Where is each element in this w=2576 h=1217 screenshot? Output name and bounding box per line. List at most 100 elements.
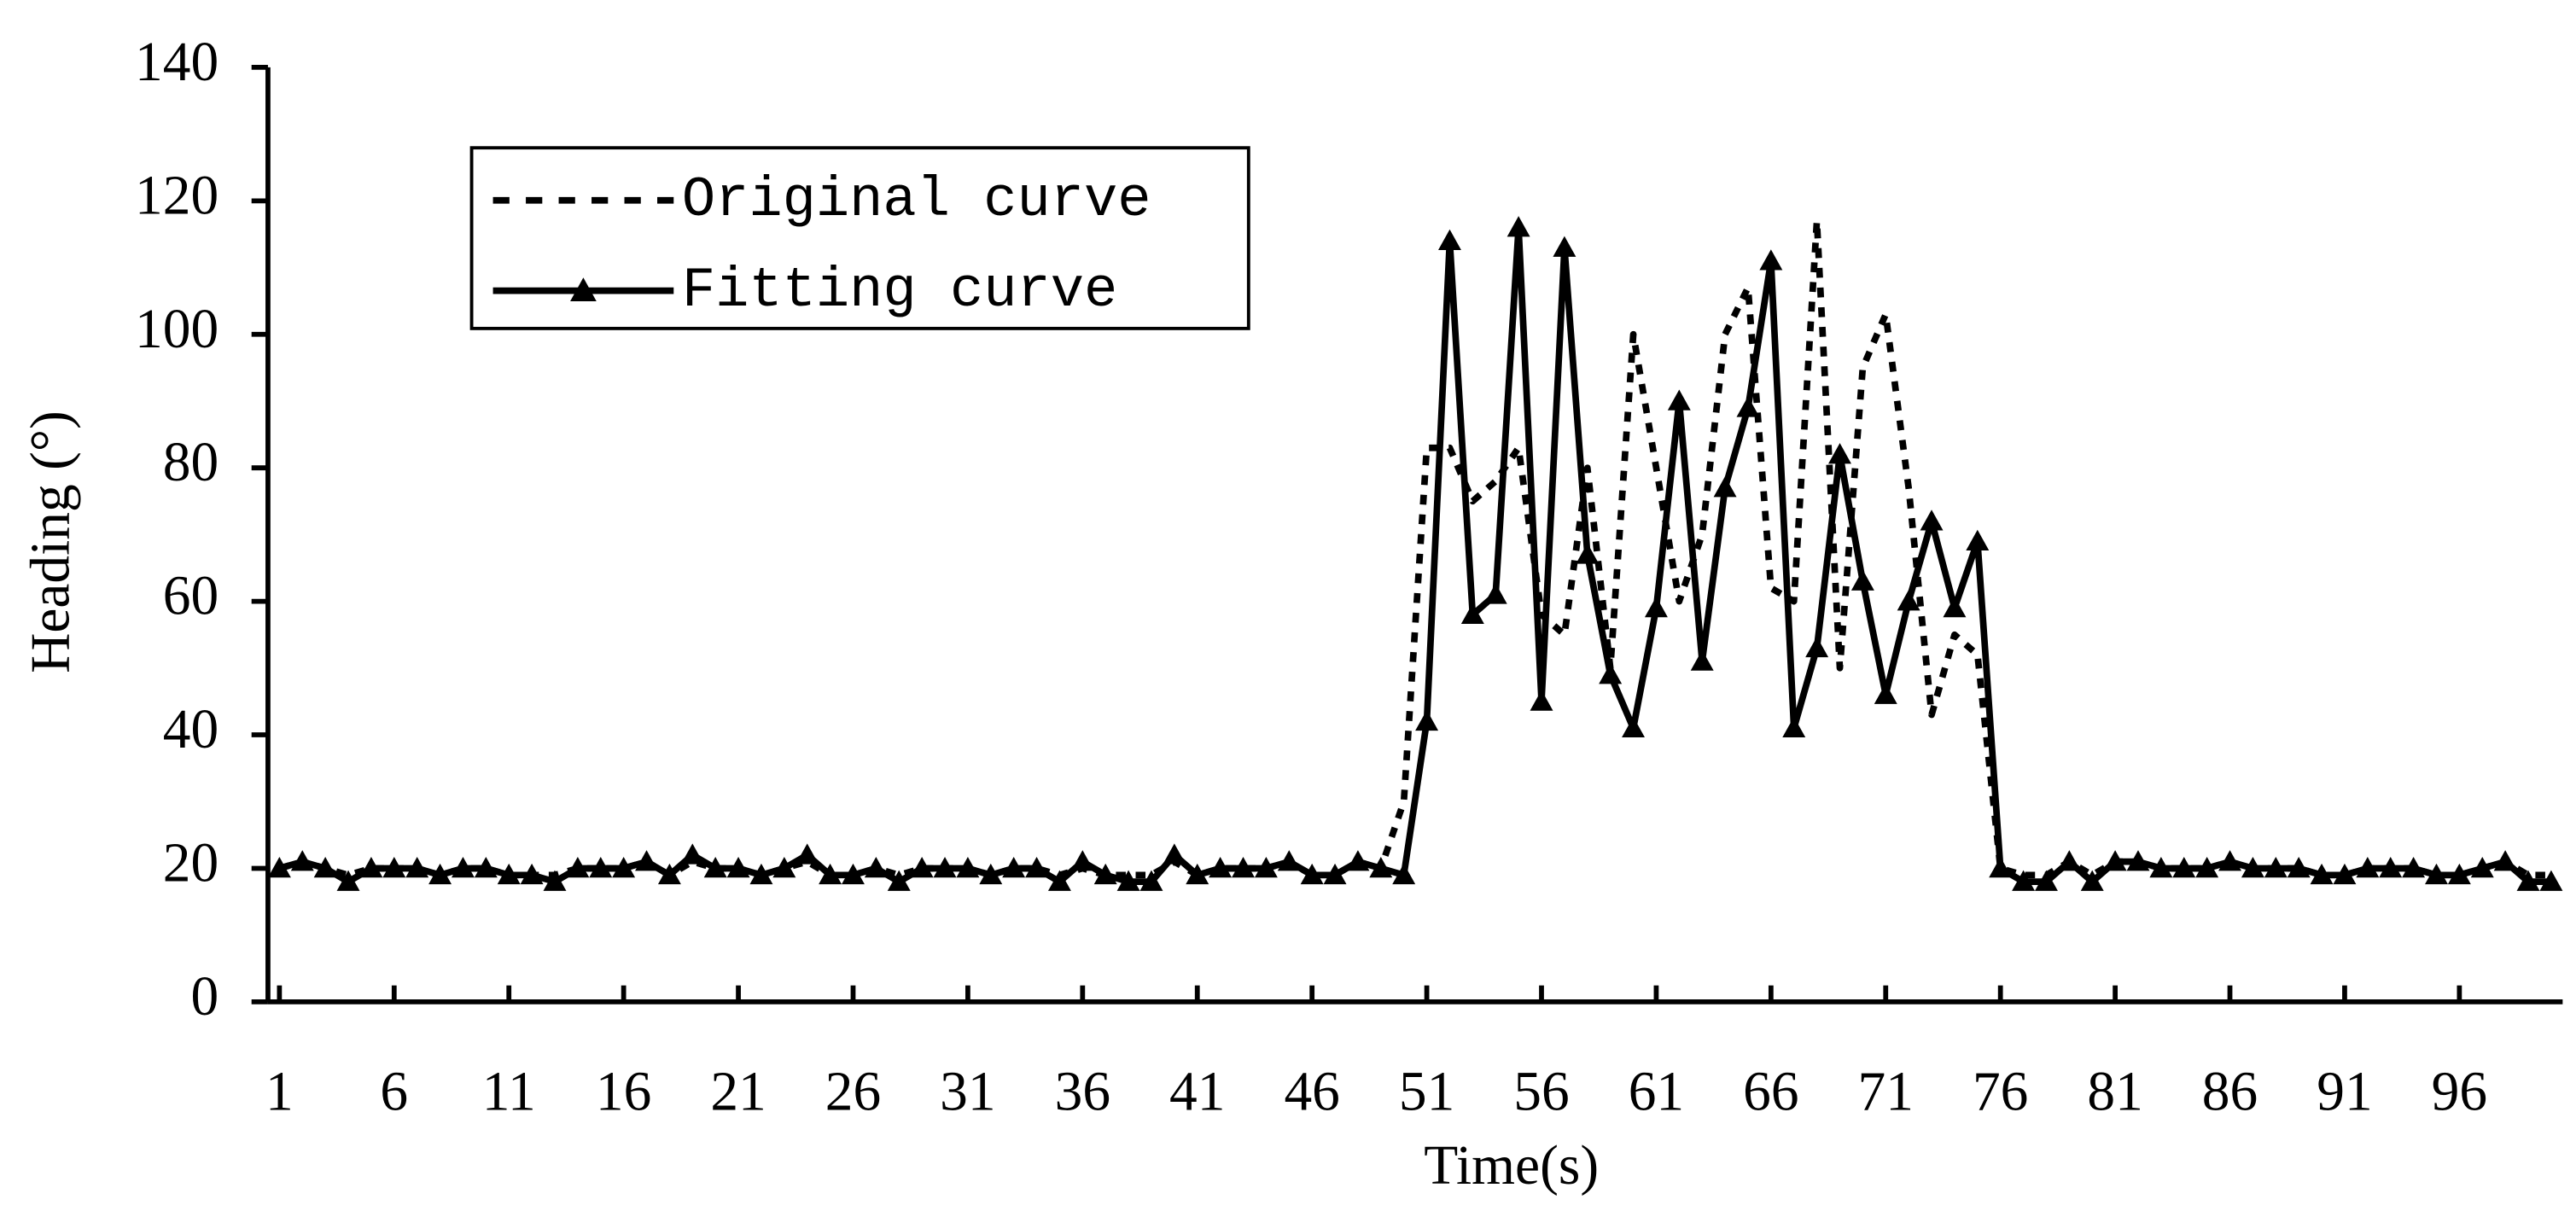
point-marker [1782, 716, 1806, 737]
legend-box [469, 146, 1250, 330]
point-marker [726, 857, 750, 878]
point-marker [2447, 863, 2471, 885]
point-marker [1483, 583, 1507, 604]
point-marker [2539, 870, 2563, 891]
point-marker [2425, 863, 2448, 885]
point-marker [2379, 857, 2403, 878]
point-marker [2516, 870, 2540, 891]
point-marker [772, 857, 796, 878]
x-tick-label: 56 [1513, 1062, 1569, 1123]
point-marker [796, 843, 819, 865]
point-marker [2195, 857, 2219, 878]
point-marker [520, 863, 544, 885]
point-marker [1186, 863, 1209, 885]
point-marker [1920, 510, 1944, 531]
series-line [278, 224, 2551, 885]
point-marker [979, 863, 1003, 885]
point-marker [2172, 857, 2196, 878]
point-marker [405, 857, 429, 878]
point-marker [2241, 857, 2264, 878]
legend-marker [570, 277, 597, 301]
x-tick-label: 16 [596, 1062, 651, 1123]
y-axis-label: Heading (°) [20, 411, 82, 673]
x-tick-label: 1 [265, 1062, 294, 1123]
point-marker [566, 857, 590, 878]
point-marker [1667, 389, 1691, 411]
point-marker [1047, 870, 1071, 891]
point-marker [1163, 843, 1186, 865]
x-tick-label: 21 [710, 1062, 766, 1123]
point-marker [1437, 229, 1461, 251]
y-tick-label: 80 [163, 432, 219, 493]
point-marker [2356, 857, 2380, 878]
x-tick-label: 86 [2202, 1062, 2258, 1123]
x-tick-label: 91 [2317, 1062, 2372, 1123]
point-marker [589, 857, 613, 878]
point-marker [2310, 863, 2334, 885]
point-marker [1507, 216, 1530, 237]
point-marker [2012, 870, 2036, 891]
point-marker [2057, 850, 2081, 871]
y-tick-label: 100 [135, 299, 219, 360]
point-marker [819, 863, 842, 885]
point-marker [1805, 636, 1829, 658]
point-marker [1323, 863, 1347, 885]
x-tick-label: 96 [2432, 1062, 2487, 1123]
x-tick-label: 31 [940, 1062, 995, 1123]
point-marker [1622, 716, 1646, 737]
point-marker [1093, 863, 1117, 885]
point-marker [2287, 857, 2311, 878]
legend-label: Fitting curve [682, 259, 1117, 323]
point-marker [359, 857, 383, 878]
x-tick-label: 46 [1284, 1062, 1339, 1123]
point-marker [1644, 596, 1668, 618]
point-marker [336, 870, 360, 891]
point-marker [1897, 590, 1920, 611]
point-marker [2493, 850, 2517, 871]
point-marker [1759, 249, 1783, 271]
point-marker [2402, 857, 2426, 878]
point-marker [267, 857, 291, 878]
x-tick-label: 6 [380, 1062, 408, 1123]
x-tick-label: 36 [1055, 1062, 1110, 1123]
x-tick-label: 71 [1858, 1062, 1914, 1123]
point-marker [1460, 603, 1484, 625]
point-marker [1254, 857, 1278, 878]
point-marker [1713, 476, 1737, 498]
point-marker [956, 857, 980, 878]
point-marker [1415, 709, 1439, 731]
point-marker [1232, 857, 1255, 878]
x-tick-label: 66 [1743, 1062, 1798, 1123]
point-marker [749, 863, 773, 885]
point-marker [2470, 857, 2494, 878]
point-marker [1828, 443, 1851, 464]
point-marker [451, 857, 475, 878]
point-marker [933, 857, 957, 878]
point-marker [1690, 649, 1714, 671]
point-marker [1943, 596, 1967, 618]
point-marker [2149, 857, 2173, 878]
y-tick-label: 0 [190, 966, 219, 1028]
point-marker [842, 863, 865, 885]
x-axis-label: Time(s) [1424, 1135, 1599, 1197]
point-marker [703, 857, 727, 878]
point-marker [1209, 857, 1233, 878]
point-marker [1576, 543, 1600, 564]
point-marker [1300, 863, 1324, 885]
point-marker [382, 857, 406, 878]
point-marker [1025, 857, 1049, 878]
point-marker [1116, 870, 1140, 891]
point-marker [680, 843, 704, 865]
y-tick-label: 60 [163, 566, 219, 627]
point-marker [864, 857, 888, 878]
point-marker [1346, 850, 1370, 871]
point-marker [2034, 870, 2058, 891]
point-marker [428, 863, 452, 885]
point-marker [2126, 850, 2150, 871]
point-marker [1989, 857, 2013, 878]
y-tick-label: 20 [163, 832, 219, 894]
point-marker [543, 870, 567, 891]
point-marker [1369, 857, 1393, 878]
x-tick-label: 11 [482, 1062, 536, 1123]
